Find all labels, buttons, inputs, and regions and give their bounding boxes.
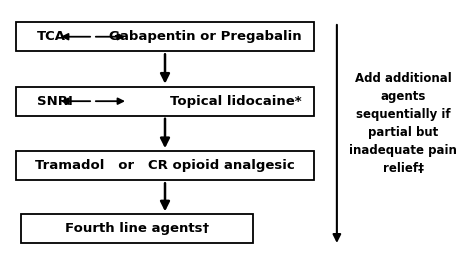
FancyBboxPatch shape [16,87,314,116]
Text: Add additional
agents
sequentially if
partial but
inadequate pain
relief‡: Add additional agents sequentially if pa… [349,72,457,175]
Text: Gabapentin or Pregabalin: Gabapentin or Pregabalin [109,30,302,43]
FancyBboxPatch shape [21,214,253,243]
Text: TCA: TCA [37,30,66,43]
Text: Tramadol   or   CR opioid analgesic: Tramadol or CR opioid analgesic [35,159,295,172]
FancyBboxPatch shape [16,151,314,180]
Text: SNRI: SNRI [37,95,73,108]
FancyBboxPatch shape [16,22,314,51]
Text: Topical lidocaine*: Topical lidocaine* [171,95,302,108]
Text: Fourth line agents†: Fourth line agents† [65,222,209,235]
